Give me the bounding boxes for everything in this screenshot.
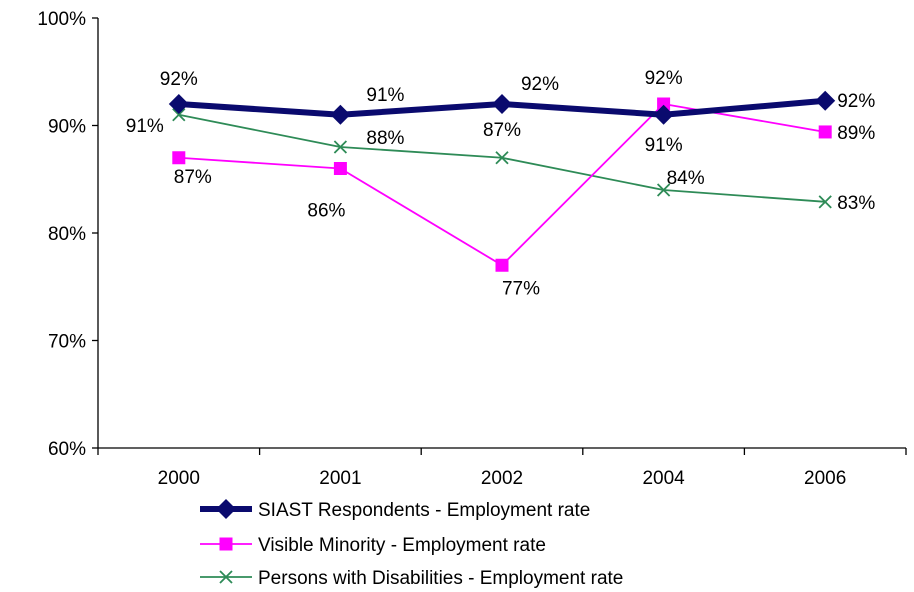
x-tick-label: 2004 — [642, 468, 685, 489]
data-point — [172, 151, 186, 165]
x-tick-label: 2006 — [804, 468, 846, 489]
data-point — [653, 104, 674, 125]
series-3 — [172, 108, 832, 209]
axes: 60% 70% 80% 90% 100% 2000 2001 2002 2004 2006 — [37, 9, 907, 489]
x-tick-label: 2002 — [481, 468, 523, 489]
data-label: 83% — [837, 193, 875, 214]
data-point — [333, 162, 347, 175]
data-point — [495, 258, 509, 272]
data-point — [168, 94, 189, 114]
y-tick-label: 70% — [48, 332, 86, 353]
legend-marker — [219, 537, 233, 551]
y-tick-label: 60% — [48, 439, 86, 460]
data-point — [815, 90, 836, 111]
data-point — [492, 94, 512, 114]
data-label: 86% — [307, 201, 345, 222]
x-tick-label: 2001 — [319, 468, 361, 489]
legend-item: SIAST Respondents - Employment rate — [200, 499, 590, 521]
data-label: 92% — [160, 69, 198, 90]
data-point — [333, 140, 348, 154]
data-point — [818, 195, 832, 209]
data-label: 84% — [667, 168, 705, 189]
legend-marker — [219, 570, 233, 584]
legend-item: Visible Minority - Employment rate — [200, 535, 546, 556]
legend-label: SIAST Respondents - Employment rate — [258, 500, 590, 521]
data-label: 87% — [483, 120, 521, 141]
data-point — [172, 108, 186, 122]
data-label: 77% — [502, 278, 540, 299]
y-tick-label: 100% — [37, 9, 86, 30]
x-tick-label: 2000 — [158, 468, 200, 489]
legend-marker — [216, 499, 236, 519]
data-point — [818, 125, 832, 139]
data-point — [657, 97, 671, 111]
series-layer — [168, 90, 836, 272]
y-tick-label: 80% — [48, 224, 86, 245]
data-label: 91% — [645, 135, 683, 156]
legend: SIAST Respondents - Employment rate Visib… — [200, 499, 623, 589]
legend-item: Persons with Disabilities - Employment r… — [200, 568, 623, 589]
data-label: 89% — [837, 123, 875, 144]
legend-label: Visible Minority - Employment rate — [258, 535, 546, 556]
y-tick-label: 90% — [48, 117, 86, 138]
data-label: 92% — [837, 91, 875, 112]
data-label: 87% — [174, 167, 212, 188]
data-point — [656, 183, 671, 197]
series-1 — [168, 90, 836, 125]
data-labels: 92% 91% 92% 91% 92% 87% 86% 77% 92% 89% 91% 88% 87% 8… — [126, 68, 876, 299]
data-label: 92% — [521, 74, 559, 95]
data-point — [330, 104, 351, 125]
data-label: 92% — [645, 68, 683, 89]
data-label: 88% — [366, 128, 404, 149]
series-2 — [172, 97, 832, 272]
data-label: 91% — [366, 85, 404, 106]
legend-label: Persons with Disabilities - Employment r… — [258, 568, 623, 589]
data-point — [495, 151, 509, 165]
data-label: 91% — [126, 116, 164, 137]
